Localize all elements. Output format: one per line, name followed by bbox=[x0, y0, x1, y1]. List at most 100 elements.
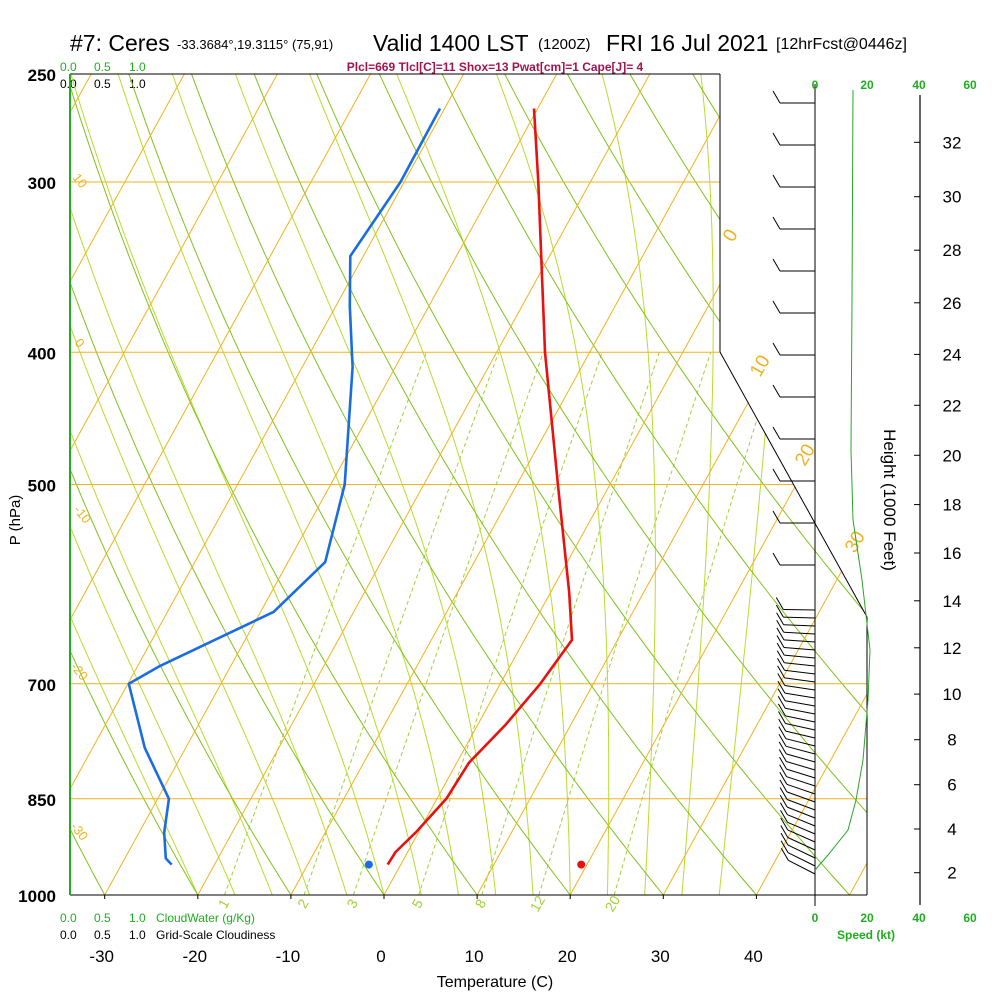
station-coords: -33.3684°,19.3115° (75,91) bbox=[177, 37, 333, 52]
mixing-ratio-line bbox=[352, 352, 544, 895]
wind-barb-flag bbox=[780, 848, 789, 861]
dry-adiabat-line bbox=[70, 74, 199, 895]
wind-panel: 0 20 40 60 0 20 40 60 Speed (kt) bbox=[772, 78, 977, 942]
wind-barb-flag bbox=[780, 832, 789, 846]
moist-adiabat-line bbox=[70, 74, 273, 895]
temperature-tick-label: 0 bbox=[376, 947, 385, 966]
isotherm-line bbox=[755, 74, 867, 895]
wind-barb-flag bbox=[779, 787, 788, 800]
wind-barb bbox=[783, 647, 816, 651]
mixing-ratio-label: 12 bbox=[526, 893, 548, 915]
wind-barb bbox=[786, 753, 816, 763]
dry-adiabat-line bbox=[70, 74, 478, 895]
station-title: #7: Ceres bbox=[70, 30, 170, 56]
dry-adiabat-line bbox=[316, 74, 850, 895]
wind-barb bbox=[787, 821, 816, 835]
cloud-green-tick: 0.0 bbox=[60, 60, 77, 74]
wind-barb bbox=[787, 829, 816, 843]
wind-barb-flag bbox=[777, 665, 786, 679]
speed-tick-top: 20 bbox=[860, 78, 874, 92]
height-tick-label: 26 bbox=[943, 294, 962, 313]
wind-barb-flag bbox=[778, 749, 787, 762]
pressure-tick-label: 500 bbox=[28, 477, 56, 496]
speed-profile-line bbox=[814, 89, 871, 871]
wind-barb-flag bbox=[772, 216, 781, 230]
wind-barb bbox=[783, 609, 816, 611]
speed-tick-bottom: 60 bbox=[963, 911, 977, 925]
isotherm-label: 20 bbox=[791, 441, 820, 470]
height-tick-label: 10 bbox=[943, 685, 962, 704]
wind-barb-flag bbox=[772, 510, 781, 524]
dry-adiabat-line bbox=[0, 74, 12, 895]
dry-adiabat-label: 10 bbox=[70, 170, 91, 191]
pressure-tick-label: 850 bbox=[28, 791, 56, 810]
sounding-series bbox=[127, 107, 586, 869]
temperature-tick-label: -30 bbox=[89, 947, 114, 966]
wind-barb-flag bbox=[779, 772, 788, 785]
wind-barb-flag bbox=[775, 597, 784, 610]
cloud-black-tick: 0.0 bbox=[60, 77, 77, 91]
wind-barb bbox=[784, 685, 816, 691]
moist-adiabat-line bbox=[309, 74, 534, 895]
wind-barb bbox=[784, 677, 816, 683]
wind-barb bbox=[784, 669, 816, 675]
wind-barb bbox=[787, 814, 816, 827]
cloud-green-tick: 0.0 bbox=[60, 911, 77, 925]
wind-barb-flag bbox=[777, 673, 786, 686]
height-tick-label: 12 bbox=[943, 639, 962, 658]
speed-tick-bottom: 20 bbox=[860, 911, 874, 925]
height-tick-label: 22 bbox=[943, 396, 962, 415]
wind-barb-flag bbox=[776, 612, 785, 625]
height-tick-label: 24 bbox=[943, 345, 962, 364]
wind-barb-flag bbox=[777, 680, 786, 694]
height-tick-label: 2 bbox=[947, 864, 956, 883]
wind-barb-flag bbox=[778, 734, 787, 747]
wind-barb bbox=[784, 662, 816, 667]
cloud-green-tick: 0.5 bbox=[94, 60, 111, 74]
isotherm-label: 0 bbox=[719, 226, 742, 246]
wind-barb bbox=[783, 616, 816, 619]
height-tick-label: 4 bbox=[947, 820, 956, 839]
cloudwater-label: CloudWater (g/Kg) bbox=[156, 911, 255, 925]
height-tick-label: 16 bbox=[943, 544, 962, 563]
dry-adiabat-line bbox=[191, 74, 664, 895]
cloud-green-tick: 1.0 bbox=[129, 911, 146, 925]
speed-tick-top: 60 bbox=[963, 78, 977, 92]
wind-barb bbox=[783, 631, 816, 635]
mixing-ratio-line bbox=[303, 352, 500, 895]
wind-barb-flag bbox=[775, 604, 784, 618]
isotherm-line bbox=[662, 74, 867, 895]
wind-barb-flag bbox=[772, 258, 781, 272]
wind-barbs bbox=[772, 90, 816, 875]
moist-adiabat-line bbox=[70, 74, 348, 895]
wind-barb bbox=[786, 768, 816, 779]
isotherm-label: 30 bbox=[841, 528, 870, 557]
wind-barb-flag bbox=[772, 132, 781, 146]
moist-adiabat-line bbox=[235, 74, 497, 895]
isotherm-line bbox=[70, 74, 278, 895]
dry-adiabat-line bbox=[566, 74, 867, 895]
valid-date: FRI 16 Jul 2021 bbox=[606, 30, 768, 56]
wind-barb bbox=[786, 783, 816, 795]
mixing-ratio-line bbox=[224, 352, 427, 895]
dry-adiabat-line bbox=[378, 74, 867, 895]
wind-barb bbox=[785, 700, 816, 707]
dry-adiabat-label: -30 bbox=[68, 819, 92, 843]
moist-adiabat-line bbox=[496, 74, 610, 895]
height-tick-label: 8 bbox=[947, 731, 956, 750]
wind-barb-flag bbox=[777, 696, 786, 709]
speed-tick-bottom: 0 bbox=[812, 911, 819, 925]
dry-adiabat-label: -10 bbox=[71, 502, 95, 526]
speed-tick-top: 0 bbox=[812, 78, 819, 92]
temperature-tick-label: 40 bbox=[744, 947, 763, 966]
moist-adiabat-line bbox=[70, 74, 385, 895]
pressure-tick-label: 400 bbox=[28, 344, 56, 363]
wind-barb bbox=[783, 624, 816, 627]
mixing-ratio-line bbox=[418, 352, 603, 895]
wind-barb bbox=[784, 692, 816, 699]
cloud-scale-top: 0.0 0.5 1.0 0.0 0.5 1.0 bbox=[60, 60, 146, 91]
cloud-black-tick: 0.5 bbox=[94, 928, 111, 942]
mixing-ratio-label: 1 bbox=[215, 896, 233, 911]
